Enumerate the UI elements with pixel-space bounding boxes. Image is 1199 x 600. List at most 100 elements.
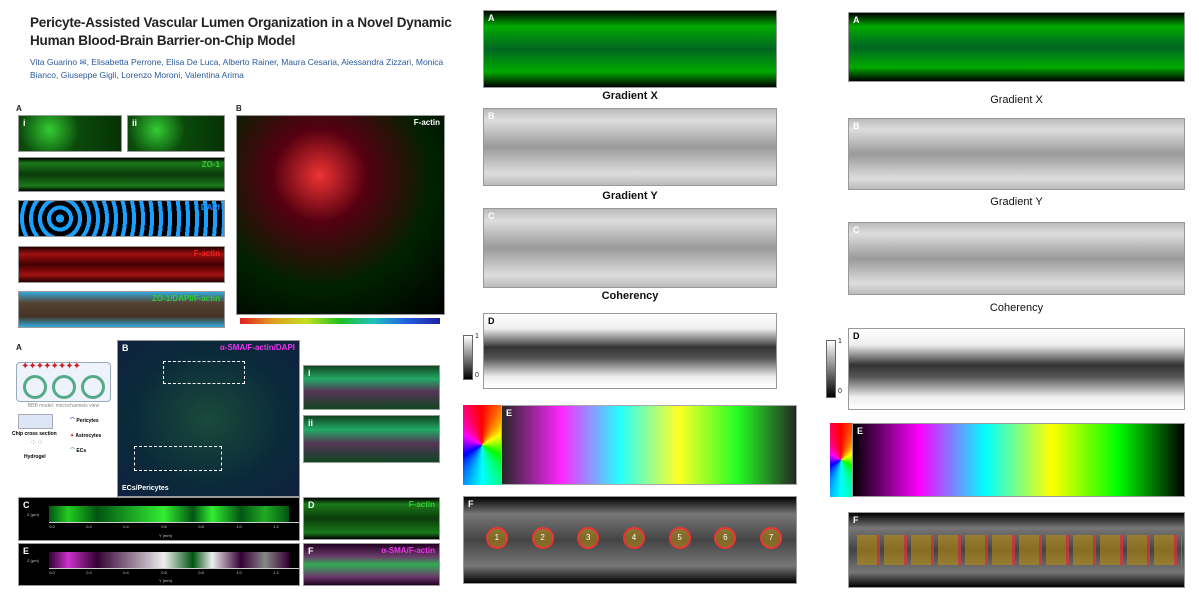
x-tick-label: 0.6 [161, 524, 167, 529]
factin-image: F-actin [18, 246, 225, 283]
ecs-icon: ⌒ [70, 448, 77, 454]
coherency-scale-bar [463, 335, 473, 380]
caption-gradient-y: Gradient Y [990, 196, 1043, 208]
author-list[interactable]: Vita Guarino ✉, Elisabetta Perrone, Elis… [30, 57, 444, 80]
astrocytes-icon: ✦✦✦✦✦✦✦✦ [21, 361, 81, 372]
right-image-d: D [848, 328, 1185, 410]
panel-label: E [506, 408, 513, 418]
zo1-inset-ii: ii [127, 115, 225, 152]
legend-astrocytes: Astrocytes [75, 433, 102, 439]
mid-image-b: B [483, 108, 777, 186]
right-image-a: A [848, 12, 1185, 82]
inset-label: i [308, 368, 311, 378]
panel-label: E [23, 546, 30, 556]
factin-depth-image: F-actin [236, 115, 445, 315]
mid-image-e: E [501, 405, 797, 485]
axis-label: Y (mm) [159, 578, 173, 583]
x-tick-label: 0.8 [198, 524, 204, 529]
panel-label: B [236, 104, 242, 113]
paper-title: Pericyte-Assisted Vascular Lumen Organiz… [30, 15, 452, 48]
x-tick-label: 1.0 [236, 570, 242, 575]
panel-label: C [23, 500, 30, 510]
x-tick-label: 0.0 [49, 570, 55, 575]
caption-gradient-y: Gradient Y [602, 190, 658, 202]
legend-ecs: ECs [76, 448, 87, 454]
mid-image-f: F 1 2 3 4 5 6 7 [463, 496, 797, 584]
panel-label: D [853, 331, 860, 341]
hydrogel-icon: ⁘⁘ [30, 438, 44, 447]
right-image-e: E [852, 423, 1185, 497]
ecs-pericytes-image: B α-SMA/F-actin/DAPI ECs/Pericytes [117, 340, 300, 497]
panel-label: F [468, 499, 474, 509]
orthogonal-view-e: E Z (µm) 0.0 0.2 0.4 0.6 0.8 1.0 1.2 Y (… [18, 543, 300, 586]
inset-ii: ii [303, 415, 440, 463]
panel-label: C [488, 211, 495, 221]
scale-max: 1 [838, 338, 842, 345]
image-label: ECs/Pericytes [122, 485, 169, 492]
astrocytes-icon: ✦ [70, 433, 76, 439]
panel-label: B [853, 121, 860, 131]
x-tick-label: 0.2 [86, 570, 92, 575]
caption-gradient-x: Gradient X [990, 94, 1043, 106]
stain-label: ZO-1/DAPI/F-actin [151, 294, 220, 303]
inset-label: i [23, 118, 26, 128]
pericytes-icon: ⌒ [70, 418, 77, 424]
inset-i: i [303, 365, 440, 410]
scale-max: 1 [475, 333, 479, 340]
x-tick-label: 0.4 [123, 570, 129, 575]
roi-circle: 5 [668, 527, 691, 549]
roi-circle: 2 [531, 527, 554, 549]
roi-circle: 7 [760, 527, 783, 549]
panel-label: A [853, 15, 860, 25]
caption-gradient-x: Gradient X [602, 90, 658, 102]
axis-label: Y (mm) [159, 533, 173, 538]
panel-label: F [308, 546, 314, 556]
mid-image-c: C [483, 208, 777, 288]
dapi-image: DAPI [18, 200, 225, 237]
orientation-color-wheel [463, 405, 501, 485]
x-tick-label: 0.2 [86, 524, 92, 529]
stain-label: F-actin [408, 500, 435, 509]
legend-pericytes: Pericytes [76, 418, 99, 424]
axis-label: Z (µm) [27, 558, 39, 563]
roi-circles [857, 535, 1182, 565]
chip-label: Chip cross section [12, 431, 57, 437]
roi-circle: 4 [622, 527, 645, 549]
orthogonal-view-c: C Z (µm) 0.0 0.2 0.4 0.6 0.8 1.0 1.2 Y (… [18, 497, 300, 541]
x-tick-label: 0.0 [49, 524, 55, 529]
scale-min: 0 [838, 388, 842, 395]
orientation-color-wheel [830, 423, 852, 497]
right-image-c: C [848, 222, 1185, 295]
roi-circle: 6 [714, 527, 737, 549]
schematic-caption: BBB model: microchannels view [27, 403, 100, 409]
panel-label: B [488, 111, 495, 121]
scale-min: 0 [475, 372, 479, 379]
panel-label: F [853, 515, 859, 525]
stain-label: F-actin [193, 249, 220, 258]
x-tick-label: 0.8 [198, 570, 204, 575]
panel-label: D [308, 500, 315, 510]
bbb-schematic: ✦✦✦✦✦✦✦✦ [16, 361, 111, 402]
stain-label: α-SMA/F-actin/DAPI [219, 343, 295, 352]
panel-label: A [488, 13, 495, 23]
stain-label: F-actin [413, 118, 440, 127]
paper-header: Pericyte-Assisted Vascular Lumen Organiz… [30, 14, 455, 82]
panel-label: D [488, 316, 495, 326]
x-tick-label: 0.6 [161, 570, 167, 575]
mid-image-a: A [483, 10, 777, 88]
x-tick-label: 1.0 [236, 524, 242, 529]
axis-label: Z (µm) [27, 512, 39, 517]
hydrogel-label: Hydrogel [24, 454, 46, 460]
x-tick-label: 1.2 [273, 524, 279, 529]
mid-image-d: D [483, 313, 777, 389]
caption-coherency: Coherency [989, 302, 1044, 314]
coherency-scale-bar [826, 340, 836, 398]
stain-label: α-SMA/F-actin [381, 546, 435, 555]
x-tick-label: 0.4 [123, 524, 129, 529]
chip-icon [18, 414, 53, 429]
zo1-inset-i: i [18, 115, 122, 152]
right-image-f: F [848, 512, 1185, 588]
caption-coherency: Coherency [601, 290, 659, 302]
zo1-image: ZO-1 [18, 157, 225, 192]
stain-label: DAPI [200, 203, 220, 212]
